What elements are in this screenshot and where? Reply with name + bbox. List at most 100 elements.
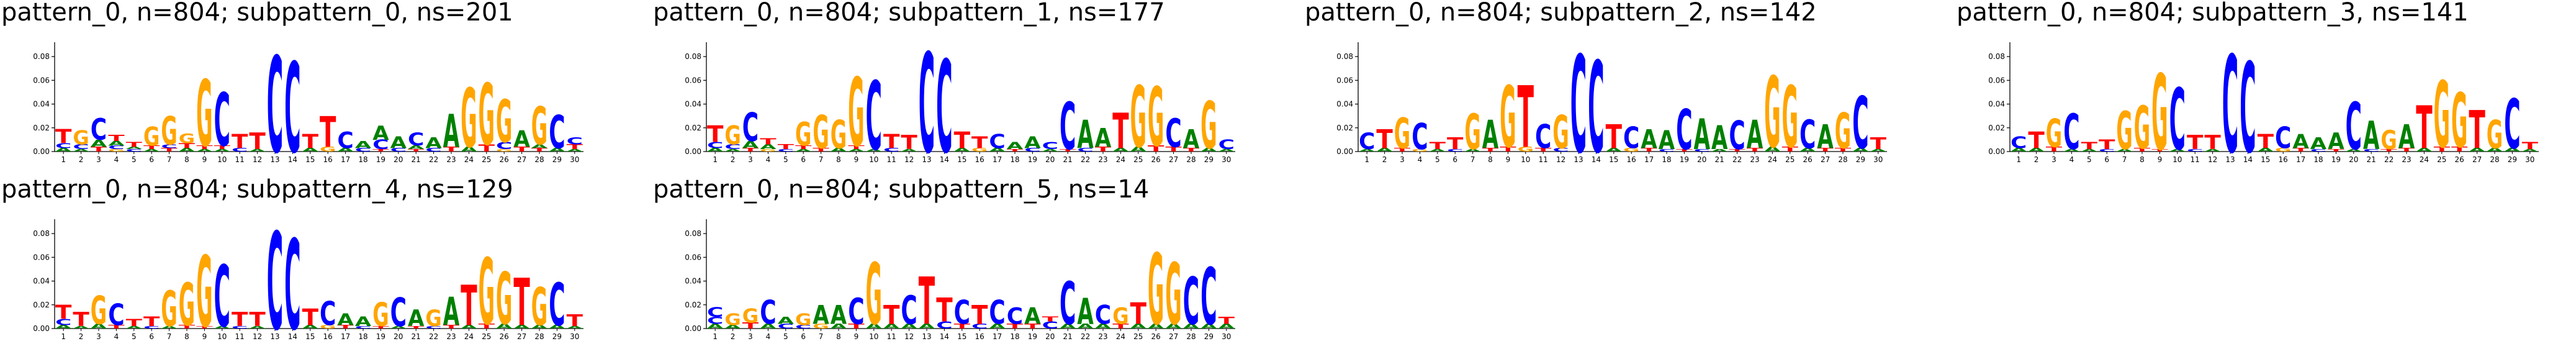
logo-letter-g: G — [724, 310, 741, 329]
logo-letter-a: A — [901, 148, 917, 152]
logo-letter-g: G — [320, 324, 336, 330]
x-tick-label: 5 — [783, 332, 788, 341]
y-tick-label: 0.08 — [1336, 52, 1353, 61]
logo-letter-g: G — [461, 73, 477, 166]
logo-letter-c: C — [1095, 301, 1111, 330]
logo-letter-g: G — [1623, 147, 1639, 153]
logo-letter-a: A — [2063, 148, 2080, 152]
x-tick-label: 19 — [1680, 155, 1689, 164]
sequence-logo-0: 0.000.020.040.060.081 2 3 4 5 6 7 8 9 10 11 12 13 14 1… — [33, 29, 583, 183]
y-tick-label: 0.04 — [685, 100, 701, 109]
x-tick-label: 19 — [376, 332, 385, 341]
logo-letter-a: A — [443, 106, 459, 158]
y-tick-label: 0.06 — [33, 76, 50, 84]
x-tick-label: 29 — [1856, 155, 1865, 164]
logo-letter-t: T — [971, 133, 988, 152]
y-tick-label: 0.06 — [1988, 76, 2005, 84]
logo-letter-t: T — [232, 130, 248, 153]
logo-letter-a: A — [2522, 148, 2539, 152]
logo-letter-t: T — [1747, 147, 1763, 153]
logo-letter-a: A — [249, 148, 266, 152]
logo-letter-t: T — [302, 130, 318, 153]
logo-letter-a: A — [1200, 147, 1218, 153]
x-tick-label: 11 — [1539, 155, 1548, 164]
logo-letter-a: A — [513, 324, 531, 330]
logo-letter-a: A — [196, 148, 213, 152]
logo-letter-a: A — [2028, 147, 2045, 153]
x-tick-label: 21 — [1063, 155, 1073, 164]
x-tick-label: 8 — [1488, 155, 1493, 164]
logo-letter-t: T — [2328, 148, 2344, 152]
logo-letter-a: A — [1218, 148, 1235, 152]
panel-title: pattern_0, n=804; subpattern_3, ns=141 — [1957, 0, 2469, 27]
x-tick-label: 21 — [412, 332, 421, 341]
x-tick-label: 26 — [1803, 155, 1813, 164]
logo-letter-t: T — [1130, 297, 1147, 332]
logo-letter-t: T — [513, 265, 529, 340]
logo-letter-a: A — [179, 147, 196, 153]
logo-letter-t: T — [1447, 134, 1464, 153]
logo-letter-c: C — [549, 271, 565, 339]
logo-letter-t: T — [1042, 315, 1059, 323]
x-tick-label: 7 — [167, 155, 172, 164]
logo-letter-t: T — [1870, 134, 1887, 153]
x-tick-label: 27 — [1821, 155, 1830, 164]
logo-letter-c: C — [108, 145, 124, 150]
logo-letter-t: T — [707, 121, 724, 148]
logo-letter-t: T — [742, 147, 759, 153]
x-tick-label: 3 — [96, 332, 101, 341]
logo-letter-c: C — [778, 323, 794, 330]
x-tick-label: 1 — [713, 155, 718, 164]
logo-letter-t: T — [443, 324, 459, 330]
logo-letter-g: G — [2151, 53, 2168, 174]
y-tick-label: 0.02 — [685, 124, 701, 132]
logo-letter-t: T — [954, 322, 971, 330]
logo-letter-g: G — [1782, 69, 1798, 167]
logo-letter-t: T — [2081, 140, 2097, 152]
logo-letter-g: G — [2134, 94, 2150, 162]
x-tick-label: 9 — [1506, 155, 1511, 164]
x-tick-label: 4 — [2069, 155, 2074, 164]
x-tick-label: 3 — [1400, 155, 1405, 164]
x-tick-label: 15 — [305, 155, 315, 164]
x-tick-label: 3 — [748, 155, 753, 164]
logo-letter-c: C — [2310, 148, 2326, 152]
logo-letter-a: A — [443, 289, 459, 334]
logo-letter-a: A — [760, 322, 777, 330]
x-tick-label: 2 — [1382, 155, 1387, 164]
logo-letter-g: G — [2487, 112, 2503, 157]
logo-letter-a: A — [337, 311, 354, 329]
logo-letter-g: G — [161, 281, 177, 338]
x-tick-label: 20 — [2349, 155, 2358, 164]
logo-letter-c: C — [549, 106, 565, 159]
logo-letter-c: C — [954, 293, 970, 332]
logo-letter-t: T — [1500, 145, 1516, 153]
logo-letter-t: T — [1095, 145, 1112, 153]
panel-title: pattern_0, n=804; subpattern_5, ns=14 — [653, 175, 1150, 204]
x-tick-label: 29 — [552, 155, 562, 164]
logo-letter-t: T — [73, 309, 89, 332]
logo-letter-c: C — [2011, 134, 2027, 152]
x-tick-label: 6 — [1452, 155, 1457, 164]
logo-letter-a: A — [919, 322, 935, 330]
logo-letter-a: A — [355, 314, 372, 329]
sequence-logo-1: 0.000.020.040.060.081 2 3 4 5 6 7 8 9 10 11 12 13 14 1… — [685, 26, 1235, 184]
logo-letter-a: A — [866, 148, 883, 152]
x-tick-label: 12 — [904, 332, 914, 341]
logo-letter-g: G — [1500, 69, 1516, 167]
logo-letter-t: T — [179, 324, 195, 330]
y-tick-label: 0.00 — [33, 147, 50, 156]
x-tick-label: 1 — [2016, 155, 2021, 164]
logo-letter-a: A — [161, 325, 178, 329]
logo-letter-c: C — [2504, 85, 2520, 165]
logo-letter-t: T — [742, 321, 759, 330]
y-tick-label: 0.00 — [1988, 147, 2005, 156]
logo-letter-a: A — [2116, 148, 2133, 152]
x-tick-label: 15 — [1609, 155, 1618, 164]
x-tick-label: 13 — [1574, 155, 1583, 164]
logo-letter-c: C — [320, 294, 336, 333]
logo-letter-t: T — [55, 125, 71, 148]
logo-letter-g: G — [531, 96, 547, 157]
logo-letter-a: A — [461, 145, 477, 153]
logo-letter-c: C — [425, 147, 441, 153]
